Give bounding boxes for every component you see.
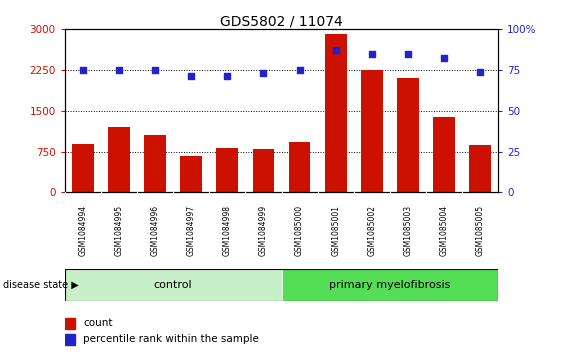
Point — [78, 67, 87, 73]
Point — [476, 69, 485, 74]
Text: disease state ▶: disease state ▶ — [3, 280, 79, 290]
Text: GSM1085001: GSM1085001 — [331, 205, 340, 256]
Point — [295, 67, 304, 73]
Text: control: control — [154, 280, 193, 290]
Point — [440, 56, 449, 61]
Point — [187, 73, 196, 79]
Bar — [282, 269, 498, 301]
Bar — [108, 127, 129, 192]
Point — [367, 50, 376, 56]
Text: GSM1085002: GSM1085002 — [367, 205, 376, 256]
Text: GSM1084999: GSM1084999 — [259, 205, 268, 256]
Bar — [72, 144, 93, 192]
Text: GSM1084997: GSM1084997 — [187, 205, 196, 256]
Text: GSM1085000: GSM1085000 — [295, 205, 304, 256]
Text: GSM1085003: GSM1085003 — [404, 205, 413, 256]
Text: GSM1084996: GSM1084996 — [150, 205, 159, 256]
Text: GSM1085004: GSM1085004 — [440, 205, 449, 256]
Point — [223, 73, 232, 79]
Text: GSM1085005: GSM1085005 — [476, 205, 485, 256]
Text: percentile rank within the sample: percentile rank within the sample — [83, 334, 259, 344]
Text: GSM1084994: GSM1084994 — [78, 205, 87, 256]
Bar — [434, 117, 455, 192]
Bar — [180, 156, 202, 192]
Bar — [289, 142, 310, 192]
Point — [404, 50, 413, 56]
Point — [259, 70, 268, 76]
Bar — [253, 149, 274, 192]
Point — [150, 67, 159, 73]
Text: count: count — [83, 318, 113, 328]
Text: primary myelofibrosis: primary myelofibrosis — [329, 280, 450, 290]
Point — [331, 47, 340, 53]
Text: GDS5802 / 11074: GDS5802 / 11074 — [220, 15, 343, 29]
Bar — [144, 135, 166, 192]
Bar — [470, 145, 491, 192]
Point — [114, 67, 123, 73]
Bar — [325, 34, 347, 192]
Bar — [65, 269, 282, 301]
Text: GSM1084998: GSM1084998 — [223, 205, 232, 256]
Text: GSM1084995: GSM1084995 — [114, 205, 123, 256]
Bar — [397, 78, 419, 192]
Bar — [65, 334, 75, 345]
Bar — [216, 148, 238, 192]
Bar — [65, 318, 75, 329]
Bar — [361, 70, 383, 192]
